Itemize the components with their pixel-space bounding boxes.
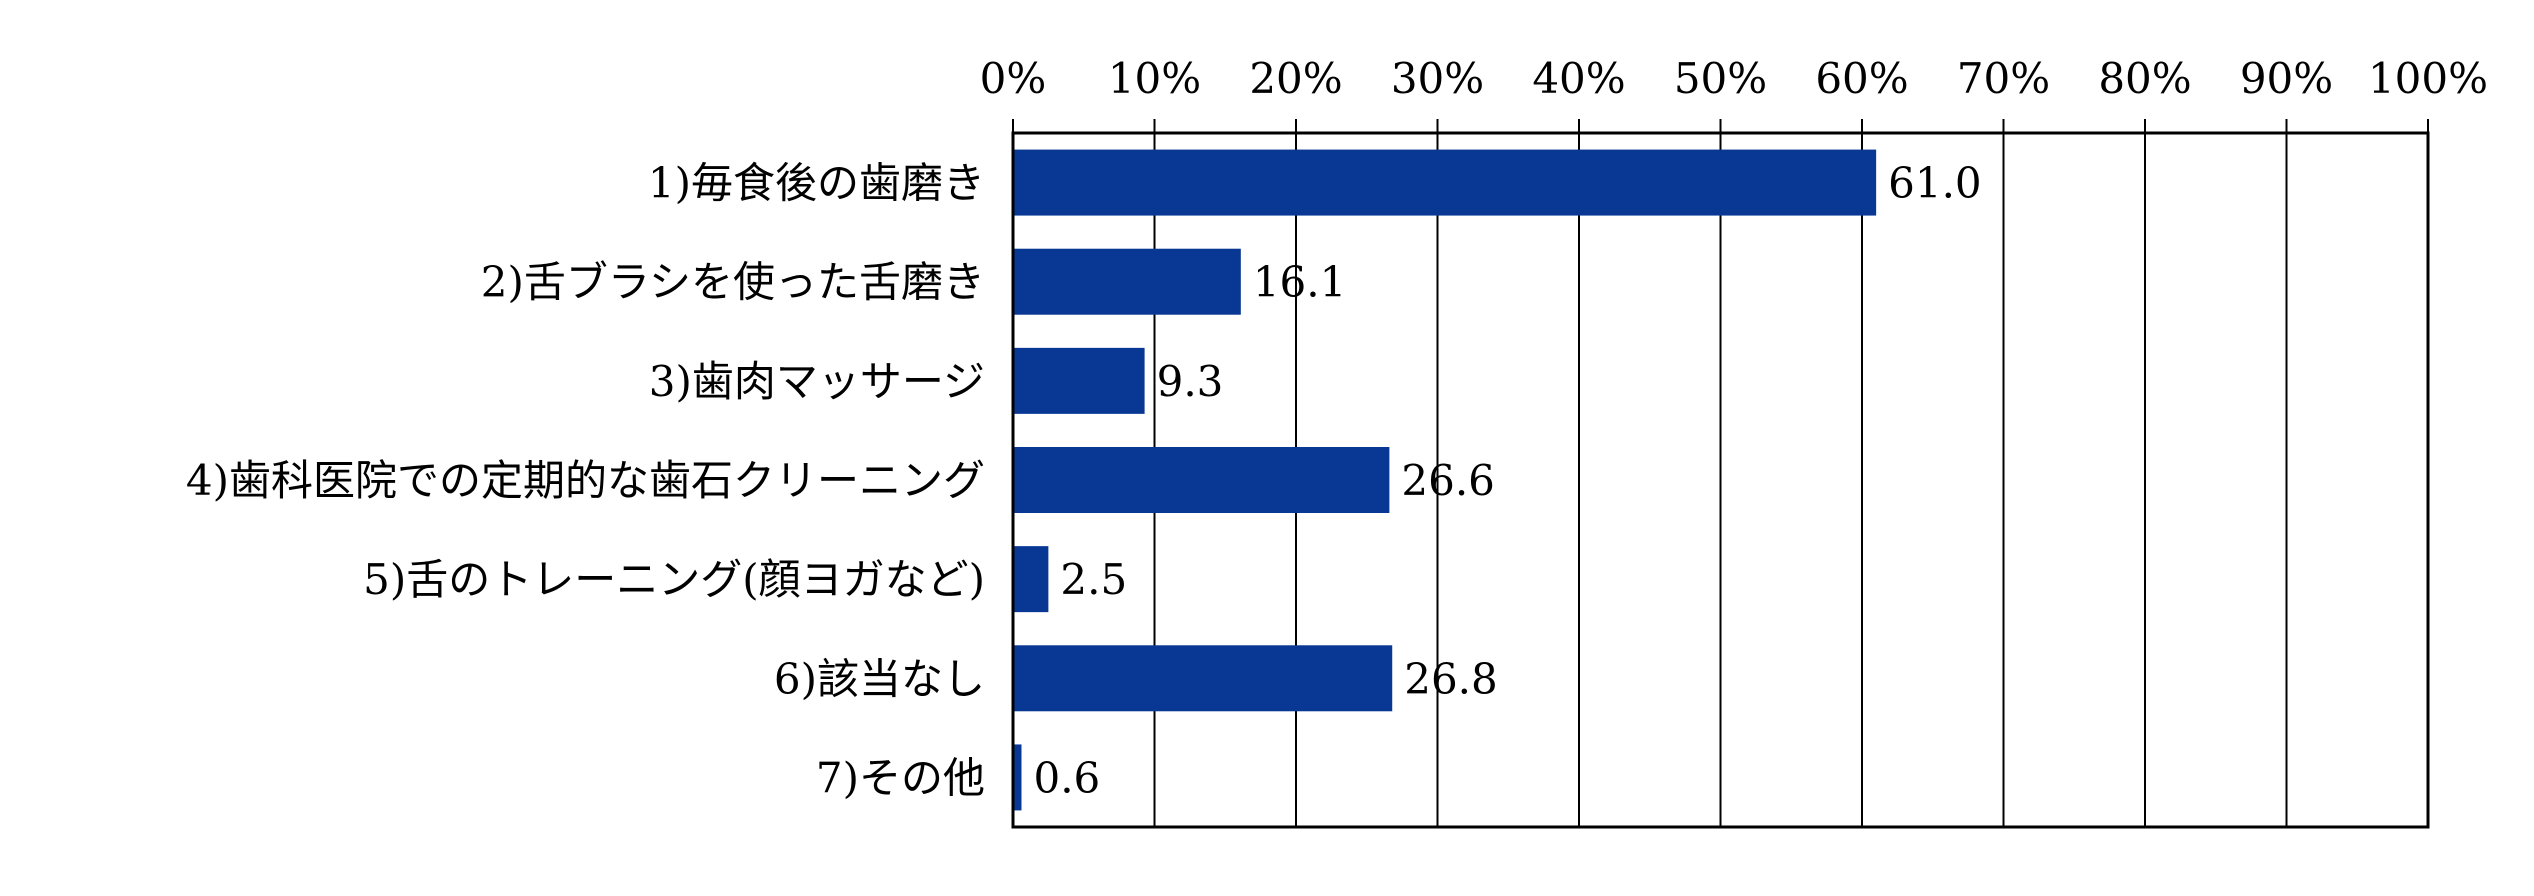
x-tick-label: 70% bbox=[1957, 54, 2050, 103]
x-tick-label: 0% bbox=[980, 54, 1047, 103]
data-label: 61.0 bbox=[1888, 159, 1982, 208]
bar bbox=[1013, 447, 1390, 513]
data-labels: 61.0 16.1 9.3 26.6 2.5 26.8 0.6 bbox=[1033, 159, 1981, 803]
x-tick-label: 80% bbox=[2098, 54, 2191, 103]
bar bbox=[1013, 248, 1241, 315]
bars bbox=[1013, 149, 1877, 811]
bar bbox=[1013, 744, 1022, 811]
category-labels: 1)毎食後の歯磨き 2)舌ブラシを使った舌磨き 3)歯肉マッサージ 4)歯科医院での定… bbox=[186, 159, 985, 803]
category-label: 1)毎食後の歯磨き bbox=[648, 159, 985, 208]
data-label: 9.3 bbox=[1157, 357, 1224, 406]
x-tick-label: 10% bbox=[1108, 54, 1201, 103]
bar bbox=[1013, 546, 1049, 613]
data-label: 0.6 bbox=[1033, 753, 1100, 802]
x-tick-label: 20% bbox=[1249, 54, 1342, 103]
category-label: 4)歯科医院での定期的な歯石クリーニング bbox=[186, 456, 985, 505]
category-label: 2)舌ブラシを使った舌磨き bbox=[481, 258, 985, 307]
category-label: 7)その他 bbox=[816, 753, 985, 802]
bar bbox=[1013, 645, 1393, 712]
x-tick-label: 50% bbox=[1674, 54, 1767, 103]
x-tick-label: 40% bbox=[1532, 54, 1625, 103]
category-label: 3)歯肉マッサージ bbox=[649, 357, 985, 406]
bar bbox=[1013, 347, 1145, 414]
bar bbox=[1013, 149, 1877, 216]
x-tick-label: 30% bbox=[1391, 54, 1484, 103]
category-label: 6)該当なし bbox=[774, 654, 985, 703]
x-tick-label: 60% bbox=[1815, 54, 1908, 103]
x-axis-tick-labels: 0% 10% 20% 30% 40% 50% 60% 70% 80% 90% 100% bbox=[980, 54, 2488, 103]
data-label: 26.6 bbox=[1401, 456, 1495, 505]
x-tick-label: 90% bbox=[2240, 54, 2333, 103]
data-label: 16.1 bbox=[1253, 258, 1347, 307]
category-label: 5)舌のトレーニング(顔ヨガなど) bbox=[363, 555, 985, 604]
data-label: 2.5 bbox=[1060, 555, 1127, 604]
x-tick-label: 100% bbox=[2368, 54, 2488, 103]
plot-area-frame bbox=[1011, 131, 2430, 829]
data-label: 26.8 bbox=[1404, 654, 1498, 703]
